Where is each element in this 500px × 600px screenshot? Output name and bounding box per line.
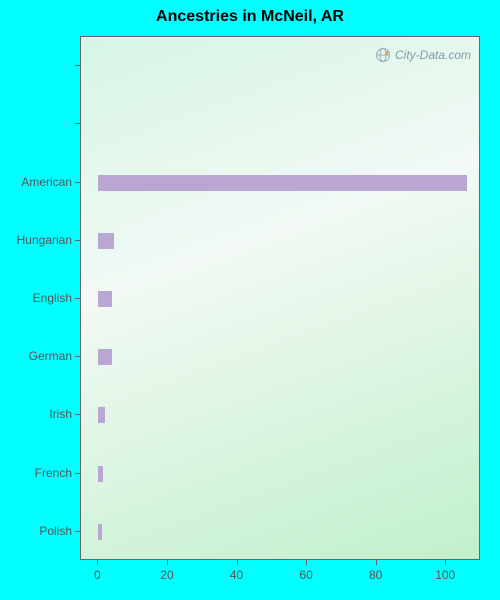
xtick-mark (167, 560, 168, 565)
bar (98, 466, 102, 482)
xtick-label: 20 (160, 568, 173, 582)
chart-page: Ancestries in McNeil, AR City-Data.com A… (0, 0, 500, 600)
xtick-label: 60 (299, 568, 312, 582)
ytick-mark (75, 182, 80, 183)
ytick-mark (75, 240, 80, 241)
xtick-mark (306, 560, 307, 565)
watermark-globe-icon (375, 47, 391, 63)
ytick-label: Polish (39, 524, 72, 538)
bar (98, 175, 467, 191)
chart-title: Ancestries in McNeil, AR (0, 8, 500, 26)
ytick-label: French (35, 466, 72, 480)
watermark: City-Data.com (375, 47, 471, 63)
ytick-mark (75, 123, 80, 124)
ytick-mark (75, 473, 80, 474)
ytick-label: English (33, 291, 72, 305)
xtick-mark (445, 560, 446, 565)
bar (98, 233, 114, 249)
xtick-mark (97, 560, 98, 565)
ytick-mark (75, 65, 80, 66)
ytick-mark (75, 356, 80, 357)
bar (98, 407, 105, 423)
bar (98, 291, 112, 307)
ytick-label: Hungarian (17, 233, 72, 247)
xtick-mark (237, 560, 238, 565)
ytick-mark (75, 414, 80, 415)
ytick-label: German (29, 349, 72, 363)
xtick-mark (376, 560, 377, 565)
xtick-label: 0 (94, 568, 101, 582)
ytick-mark (75, 531, 80, 532)
xtick-label: 80 (369, 568, 382, 582)
ytick-mark (75, 298, 80, 299)
ytick-label: American (21, 175, 72, 189)
xtick-label: 40 (230, 568, 243, 582)
xtick-label: 100 (435, 568, 455, 582)
bar (98, 349, 112, 365)
ytick-label: Irish (49, 407, 72, 421)
watermark-text: City-Data.com (395, 48, 471, 62)
bar (98, 524, 101, 540)
plot-area: City-Data.com (80, 36, 480, 560)
